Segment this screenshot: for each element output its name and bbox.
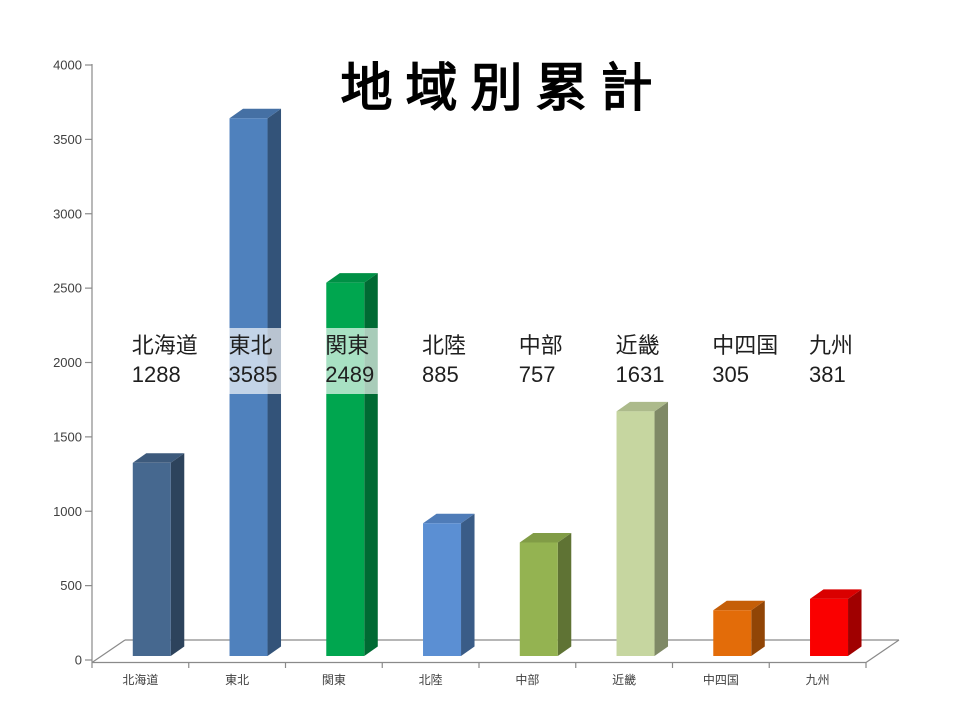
data-label-name: 東北 (228, 333, 273, 358)
y-axis-label: 3500 (53, 132, 82, 147)
floor-left-edge (91, 639, 126, 663)
data-label-value: 757 (518, 362, 556, 387)
x-axis-label: 北海道 (122, 672, 158, 687)
data-label: 関東 2489 (321, 328, 380, 394)
bar-top-face (616, 401, 669, 412)
data-label-name: 近畿 (615, 333, 660, 358)
data-label-value: 3585 (228, 362, 278, 387)
data-label-value: 1631 (615, 362, 665, 387)
data-label-name: 中部 (518, 333, 563, 358)
chart-title: 地域別累計 (340, 60, 666, 118)
bar-top-face (713, 600, 765, 611)
bar-top-face (229, 108, 282, 119)
bar-side-face (557, 532, 572, 656)
data-label-name: 北陸 (422, 333, 467, 358)
data-label: 中部 757 (514, 328, 568, 394)
bar-front-face (132, 462, 171, 656)
bar-side-face (848, 589, 862, 656)
bar-top-face (326, 273, 378, 283)
data-label-name: 関東 (325, 333, 370, 358)
data-label: 近畿 1631 (611, 328, 670, 394)
bar-column (519, 532, 572, 656)
bar-front-face (713, 610, 752, 656)
data-label-name: 北海道 (131, 333, 198, 358)
bar-top-face (519, 532, 572, 543)
data-label: 北海道 1288 (127, 328, 203, 394)
data-label-value: 1288 (131, 362, 181, 387)
x-axis-label: 北陸 (419, 673, 443, 687)
bar-front-face (616, 411, 655, 656)
bar-column (132, 453, 185, 656)
x-axis-label: 近畿 (612, 673, 636, 687)
data-label-value: 305 (712, 362, 749, 387)
x-axis-label: 東北 (225, 673, 249, 687)
bar-front-face (519, 542, 558, 656)
data-label: 北陸 885 (418, 328, 472, 394)
bar-column (810, 589, 862, 656)
data-label-value: 885 (422, 362, 459, 387)
data-label: 九州 381 (805, 328, 859, 394)
data-label-value: 381 (809, 362, 846, 387)
y-axis-label: 4000 (53, 58, 82, 73)
bar-side-face (654, 401, 669, 656)
data-label: 中四国 305 (708, 328, 784, 394)
bar-column (616, 401, 669, 656)
y-axis-label: 2500 (53, 281, 82, 296)
bar-column (713, 600, 765, 656)
data-label: 東北 3585 (224, 328, 283, 394)
bar-side-face (170, 453, 185, 656)
bar-top-face (810, 589, 862, 599)
bar-front-face (810, 598, 849, 656)
data-label-name: 九州 (809, 333, 854, 358)
y-axis-label: 1000 (53, 504, 82, 519)
bar-column (423, 513, 475, 656)
y-axis-label: 1500 (53, 429, 82, 444)
data-label-name: 中四国 (712, 333, 779, 358)
y-axis-label: 2000 (53, 355, 82, 370)
floor-right-edge (865, 639, 900, 663)
bar-side-face (751, 600, 765, 656)
bar-top-face (423, 513, 475, 524)
y-axis-label: 3000 (53, 206, 82, 221)
x-axis-label: 中部 (515, 672, 539, 687)
bar-front-face (423, 523, 462, 656)
y-axis-label: 500 (60, 578, 82, 593)
data-label-value: 2489 (325, 362, 375, 387)
x-axis-label: 関東 (322, 673, 346, 687)
y-axis-label: 0 (75, 653, 82, 668)
x-axis-label: 中四国 (703, 672, 739, 687)
x-axis-label: 九州 (806, 673, 830, 687)
bar-side-face (461, 513, 475, 656)
bar-top-face (132, 453, 185, 463)
